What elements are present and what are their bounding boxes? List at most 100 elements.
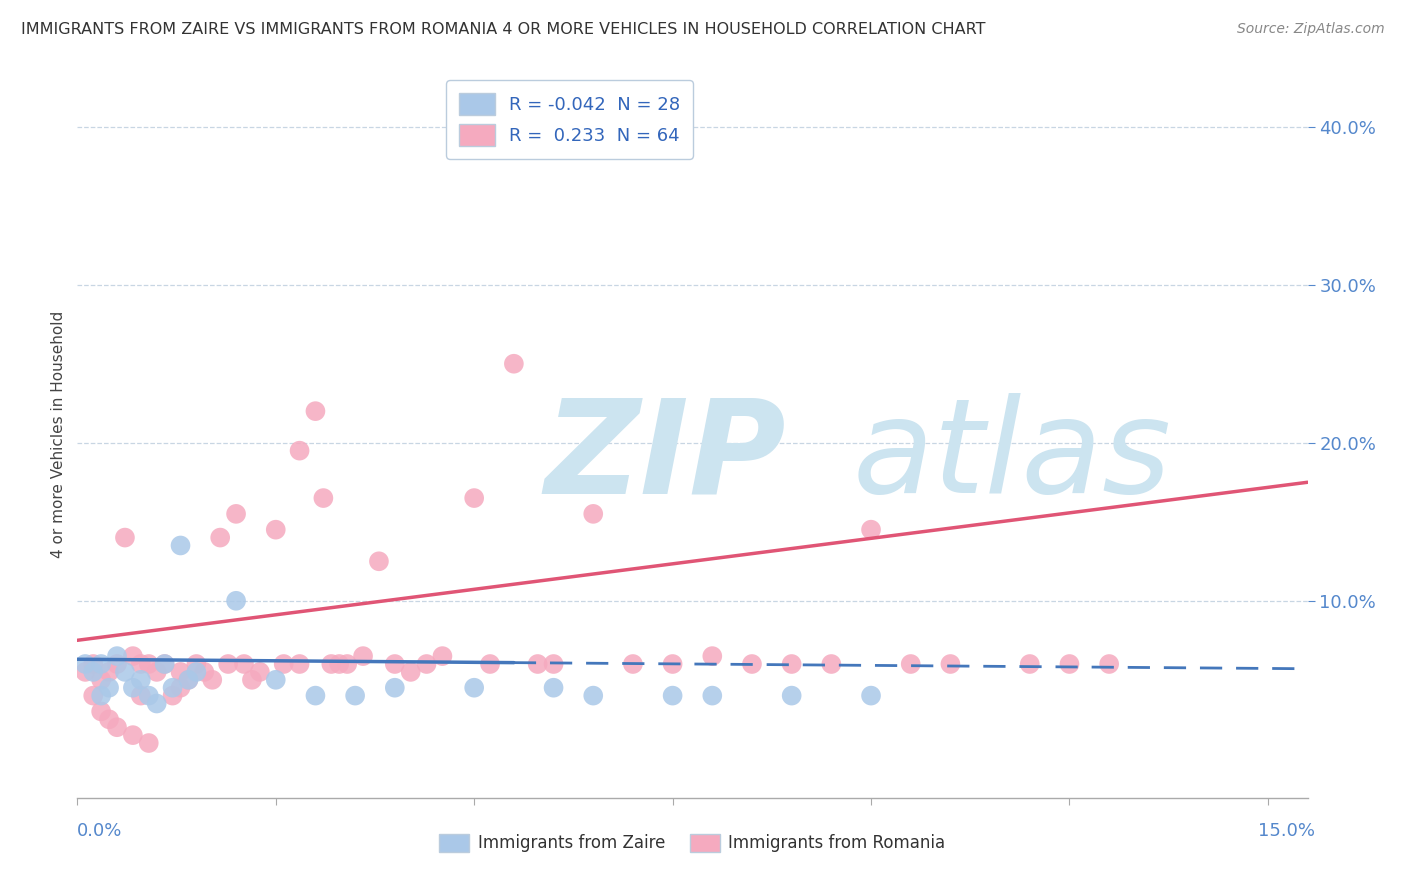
Text: 0.0%: 0.0%: [77, 822, 122, 840]
Point: [169, 681, 191, 695]
Text: Source: ZipAtlas.com: Source: ZipAtlas.com: [1237, 22, 1385, 37]
Point: [169, 539, 191, 553]
Point: [900, 657, 922, 671]
Point: [90, 657, 112, 671]
Point: [122, 649, 145, 664]
Point: [114, 531, 136, 545]
Point: [820, 657, 842, 671]
Point: [162, 681, 184, 695]
Point: [122, 728, 145, 742]
Point: [543, 681, 565, 695]
Point: [304, 404, 326, 418]
Point: [105, 657, 128, 671]
Point: [162, 689, 184, 703]
Point: [90, 689, 112, 703]
Point: [273, 657, 295, 671]
Point: [122, 681, 145, 695]
Point: [209, 531, 232, 545]
Point: [1098, 657, 1121, 671]
Point: [138, 736, 160, 750]
Point: [240, 673, 263, 687]
Point: [129, 657, 152, 671]
Point: [661, 689, 683, 703]
Point: [288, 657, 311, 671]
Point: [98, 681, 121, 695]
Point: [177, 673, 200, 687]
Point: [249, 665, 271, 679]
Text: 15.0%: 15.0%: [1257, 822, 1315, 840]
Point: [105, 649, 128, 664]
Point: [399, 665, 422, 679]
Point: [621, 657, 644, 671]
Point: [82, 689, 104, 703]
Point: [169, 665, 191, 679]
Point: [82, 665, 104, 679]
Point: [702, 649, 724, 664]
Point: [177, 673, 200, 687]
Point: [384, 657, 406, 671]
Point: [526, 657, 548, 671]
Point: [860, 689, 883, 703]
Point: [114, 665, 136, 679]
Point: [415, 657, 437, 671]
Point: [138, 657, 160, 671]
Point: [138, 689, 160, 703]
Point: [233, 657, 256, 671]
Point: [75, 657, 97, 671]
Point: [217, 657, 239, 671]
Point: [502, 357, 524, 371]
Text: atlas: atlas: [852, 393, 1171, 520]
Text: ZIP: ZIP: [546, 393, 786, 520]
Point: [328, 657, 350, 671]
Point: [582, 689, 605, 703]
Point: [82, 657, 104, 671]
Point: [75, 665, 97, 679]
Point: [186, 665, 208, 679]
Point: [1059, 657, 1081, 671]
Point: [288, 443, 311, 458]
Point: [479, 657, 502, 671]
Point: [193, 665, 215, 679]
Point: [432, 649, 454, 664]
Text: IMMIGRANTS FROM ZAIRE VS IMMIGRANTS FROM ROMANIA 4 OR MORE VEHICLES IN HOUSEHOLD: IMMIGRANTS FROM ZAIRE VS IMMIGRANTS FROM…: [21, 22, 986, 37]
Point: [384, 681, 406, 695]
Point: [463, 681, 485, 695]
Legend: Immigrants from Zaire, Immigrants from Romania: Immigrants from Zaire, Immigrants from R…: [433, 827, 952, 859]
Point: [344, 689, 367, 703]
Point: [153, 657, 176, 671]
Point: [186, 657, 208, 671]
Point: [939, 657, 962, 671]
Point: [780, 657, 803, 671]
Point: [129, 673, 152, 687]
Point: [661, 657, 683, 671]
Point: [741, 657, 763, 671]
Point: [225, 594, 247, 608]
Point: [1018, 657, 1040, 671]
Point: [201, 673, 224, 687]
Point: [312, 491, 335, 505]
Point: [90, 705, 112, 719]
Point: [860, 523, 883, 537]
Point: [543, 657, 565, 671]
Point: [225, 507, 247, 521]
Point: [264, 673, 287, 687]
Point: [336, 657, 359, 671]
Point: [153, 657, 176, 671]
Point: [582, 507, 605, 521]
Point: [98, 712, 121, 726]
Point: [264, 523, 287, 537]
Point: [368, 554, 391, 568]
Point: [145, 665, 167, 679]
Point: [352, 649, 374, 664]
Point: [702, 689, 724, 703]
Y-axis label: 4 or more Vehicles in Household: 4 or more Vehicles in Household: [51, 311, 66, 558]
Point: [145, 697, 167, 711]
Point: [98, 665, 121, 679]
Point: [105, 720, 128, 734]
Point: [90, 673, 112, 687]
Point: [129, 689, 152, 703]
Point: [463, 491, 485, 505]
Point: [321, 657, 343, 671]
Point: [304, 689, 326, 703]
Point: [780, 689, 803, 703]
